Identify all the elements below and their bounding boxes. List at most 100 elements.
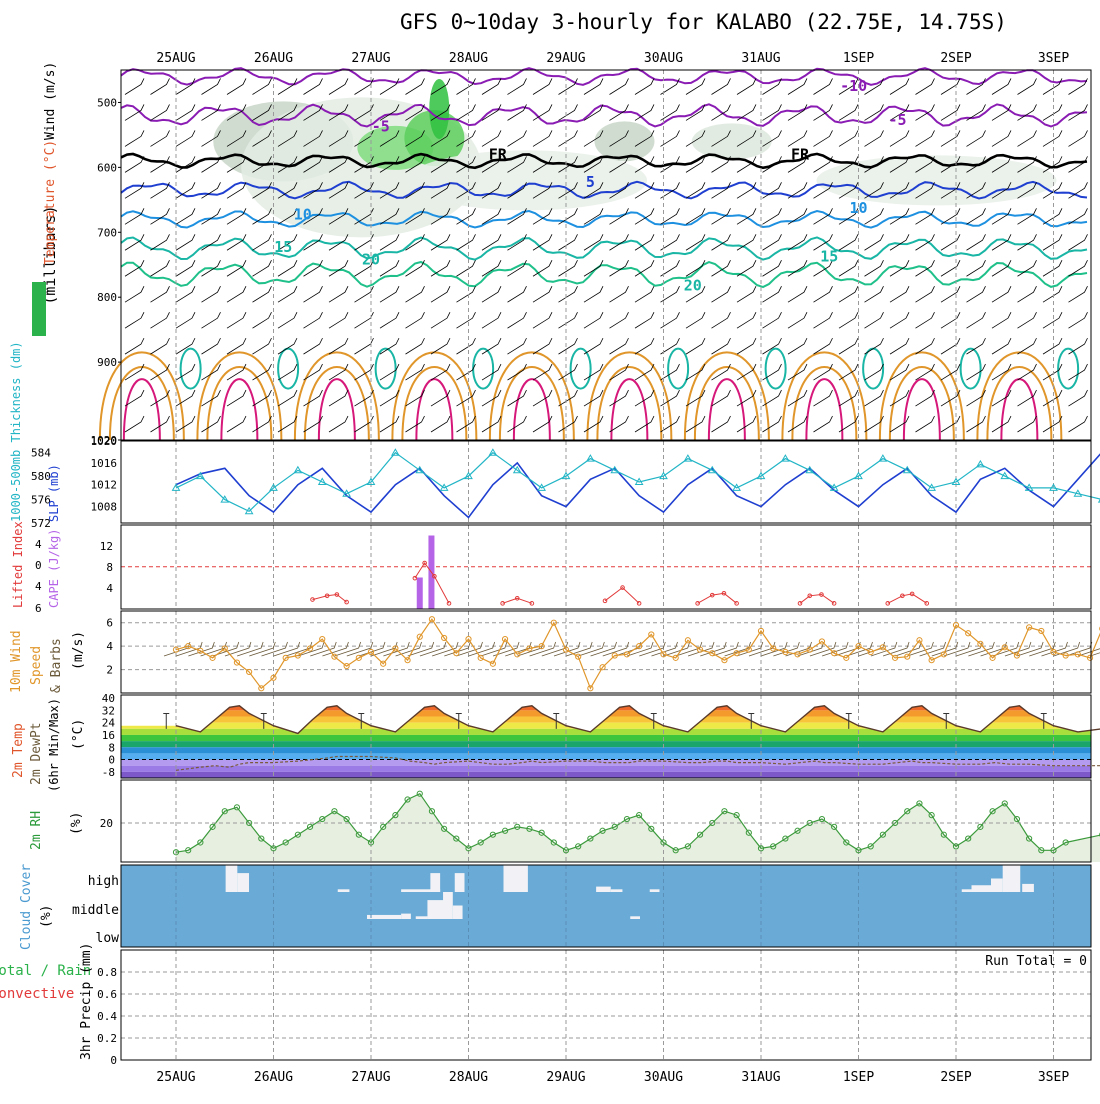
contour-label: 10 [849, 199, 867, 217]
precip-tick-label: 0.6 [97, 988, 117, 1001]
contour-label: 15 [820, 247, 838, 265]
thickness-axis-title: 1000-500mb Thickness (dm) [9, 341, 23, 522]
slp-tick-label: 1008 [91, 501, 118, 514]
date-label-bottom: 26AUG [254, 1070, 293, 1085]
date-label-bottom: 30AUG [644, 1070, 683, 1085]
lifted-index-marker [886, 602, 890, 606]
precip-frame [121, 950, 1091, 1060]
temp-color-band [121, 735, 1091, 741]
pressure-tick-label: 800 [97, 291, 117, 304]
contour-label: -10 [840, 77, 867, 95]
lifted-index-line [698, 593, 737, 603]
cloud-bar-high [972, 885, 992, 892]
cloud-bar-high [611, 889, 623, 892]
pressure-tick-label: 500 [97, 96, 117, 109]
precip-convective-title: Convective [0, 986, 74, 1002]
pressure-tick-label: 600 [97, 161, 117, 174]
lifted-index-marker [345, 600, 349, 604]
lifted-index-line [313, 595, 347, 603]
date-label-top: 25AUG [156, 51, 195, 66]
lifted-index-line [503, 598, 532, 603]
pressure-tick-label: 900 [97, 356, 117, 369]
cloud-bar-middle [416, 916, 428, 919]
temp-color-band [121, 704, 1091, 710]
date-label-top: 26AUG [254, 51, 293, 66]
contour-label: 15 [274, 238, 292, 256]
slp-tick-label: 1012 [91, 479, 118, 492]
lifted-index-marker [832, 602, 836, 606]
cloud-bar-middle [453, 906, 463, 920]
cape-axis-title: CAPE (J/kg) [47, 529, 61, 608]
date-label-top: 2SEP [940, 51, 971, 66]
cape-tick-label: 4 [106, 582, 113, 595]
cloud-level-label: high [88, 874, 119, 889]
date-label-bottom: 25AUG [156, 1070, 195, 1085]
date-label-top: 30AUG [644, 51, 683, 66]
contour-label: 20 [362, 251, 380, 269]
temp-color-band [121, 698, 1091, 704]
wind10-barbs-title: & Barbs [49, 638, 64, 693]
precip-total-title: Total / Rain [0, 963, 91, 979]
lifted-index-marker [413, 576, 417, 580]
cloud-bar-middle [367, 915, 401, 919]
temp-color-band [121, 723, 1091, 729]
cloud-bar-high [237, 873, 249, 892]
rh2m-tick-label: 20 [100, 817, 113, 830]
cloud-cover-bg [121, 865, 1091, 947]
rh-legend-swatch [32, 282, 46, 336]
lifted-index-marker [637, 602, 641, 606]
cloud-bar-middle [401, 914, 411, 919]
lifted-index-marker [447, 602, 451, 606]
contour-label: 5 [586, 173, 595, 191]
contour-label: -5 [372, 118, 390, 136]
cloud-level-label: low [96, 931, 120, 946]
pressure-tick-label: 700 [97, 226, 117, 239]
temp-bands [121, 698, 1091, 778]
lifted-index-tick-label: 6 [35, 602, 42, 615]
temp-tick-label: 24 [102, 717, 116, 730]
cape-tick-label: 12 [100, 540, 113, 553]
cloud-bar-middle [630, 916, 640, 919]
cloud-bar-high [991, 879, 1003, 893]
temp-color-band [121, 747, 1091, 753]
temp-color-band [121, 753, 1091, 759]
temp-color-band [121, 729, 1091, 735]
slp-axis-title: SLP (mb) [47, 464, 61, 522]
temp-color-band [121, 741, 1091, 747]
lifted-index-tick-label: 0 [35, 559, 42, 572]
slp-tick-label: 1016 [91, 457, 118, 470]
date-label-top: 1SEP [843, 51, 874, 66]
temp-axis-title: 2m Temp [11, 723, 26, 778]
date-label-top: 28AUG [449, 51, 488, 66]
temperature-axis-title: Temperature (°C) [43, 140, 58, 265]
cloud-bar-high [504, 865, 528, 892]
thickness-tick-label: 584 [31, 447, 51, 460]
lifted-index-tick-label: 4 [35, 538, 42, 551]
dewpt-axis-title: 2m DewPt [29, 722, 44, 785]
date-label-bottom: 2SEP [940, 1070, 971, 1085]
temp-tick-label: 8 [108, 741, 115, 754]
lifted-index-axis-title: Lifted Index [11, 521, 25, 608]
temp-color-band [121, 766, 1091, 772]
date-label-top: 31AUG [741, 51, 780, 66]
lifted-index-marker [735, 602, 739, 606]
temp-color-band [121, 772, 1091, 778]
cape-tick-label: 8 [106, 561, 113, 574]
cloud-bar-high [1003, 865, 1021, 892]
cloud-unit: (%) [39, 905, 54, 928]
date-label-bottom: 1SEP [843, 1070, 874, 1085]
precip-tick-label: 0.4 [97, 1010, 117, 1023]
temp-tick-label: -8 [102, 766, 115, 779]
lifted-index-tick-label: 4 [35, 580, 42, 593]
rh-shading [692, 123, 772, 159]
cloud-bar-high [1022, 884, 1034, 892]
date-label-top: 29AUG [546, 51, 585, 66]
rh-shading [429, 79, 449, 139]
date-label-bottom: 3SEP [1038, 1070, 1069, 1085]
thickness-line [176, 453, 1100, 512]
temp-tick-label: 40 [102, 692, 115, 705]
lifted-index-line [800, 595, 834, 604]
cloud-axis-title: Cloud Cover [19, 864, 34, 950]
